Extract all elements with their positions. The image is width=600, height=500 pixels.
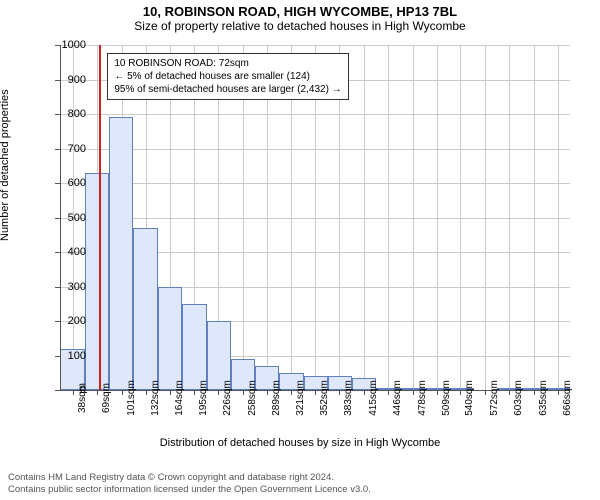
- grid-line: [558, 45, 559, 390]
- chart-area: 10 ROBINSON ROAD: 72sqm← 5% of detached …: [60, 45, 570, 390]
- grid-line: [413, 45, 414, 390]
- annotation-box: 10 ROBINSON ROAD: 72sqm← 5% of detached …: [107, 53, 348, 100]
- histogram-bar: [109, 117, 133, 390]
- xtick-label: 478sqm: [417, 380, 428, 416]
- ytick-label: 600: [46, 177, 86, 189]
- grid-line: [534, 45, 535, 390]
- footer-line2: Contains public sector information licen…: [8, 484, 371, 496]
- xtick-label: 415sqm: [368, 380, 379, 416]
- xtick-label: 446sqm: [392, 380, 403, 416]
- x-axis-label: Distribution of detached houses by size …: [0, 437, 600, 449]
- title-sub: Size of property relative to detached ho…: [0, 19, 600, 33]
- y-axis-label: Number of detached properties: [0, 201, 11, 241]
- footer-attribution: Contains HM Land Registry data © Crown c…: [8, 472, 371, 496]
- annotation-line2: ← 5% of detached houses are smaller (124…: [114, 70, 341, 83]
- histogram-bar: [182, 304, 207, 390]
- annotation-line3: 95% of semi-detached houses are larger (…: [114, 83, 341, 96]
- ytick-label: 1000: [46, 39, 86, 51]
- xtick-label: 509sqm: [441, 380, 452, 416]
- xtick-label: 101sqm: [126, 380, 137, 416]
- xtick-label: 258sqm: [247, 380, 258, 416]
- ytick-label: 200: [46, 315, 86, 327]
- ytick-label: 500: [46, 212, 86, 224]
- xtick-label: 540sqm: [464, 380, 475, 416]
- xtick-label: 289sqm: [271, 380, 282, 416]
- xtick-label: 38sqm: [77, 383, 88, 413]
- xtick-label: 195sqm: [198, 380, 209, 416]
- grid-line: [485, 45, 486, 390]
- xtick-label: 132sqm: [150, 380, 161, 416]
- grid-line: [364, 45, 365, 390]
- xtick-label: 69sqm: [101, 383, 112, 413]
- xtick-label: 635sqm: [538, 380, 549, 416]
- grid-line: [460, 45, 461, 390]
- histogram-bar: [133, 228, 158, 390]
- grid-line: [509, 45, 510, 390]
- ytick-label: 400: [46, 246, 86, 258]
- xtick-label: 666sqm: [562, 380, 573, 416]
- footer-line1: Contains HM Land Registry data © Crown c…: [8, 472, 371, 484]
- xtick-label: 321sqm: [295, 380, 306, 416]
- histogram-bar: [158, 287, 182, 391]
- xtick-label: 572sqm: [489, 380, 500, 416]
- ytick-label: 300: [46, 281, 86, 293]
- annotation-line1: 10 ROBINSON ROAD: 72sqm: [114, 57, 341, 70]
- ytick-label: 800: [46, 108, 86, 120]
- xtick-label: 352sqm: [319, 380, 330, 416]
- title-main: 10, ROBINSON ROAD, HIGH WYCOMBE, HP13 7B…: [0, 0, 600, 19]
- xtick-label: 383sqm: [343, 380, 354, 416]
- ytick-label: 900: [46, 74, 86, 86]
- grid-line: [388, 45, 389, 390]
- xtick-label: 226sqm: [222, 380, 233, 416]
- histogram-bar: [85, 173, 110, 390]
- property-marker-line: [99, 45, 101, 390]
- ytick-label: 100: [46, 350, 86, 362]
- xtick-label: 164sqm: [174, 380, 185, 416]
- xtick-label: 603sqm: [513, 380, 524, 416]
- grid-line: [437, 45, 438, 390]
- ytick-label: 700: [46, 143, 86, 155]
